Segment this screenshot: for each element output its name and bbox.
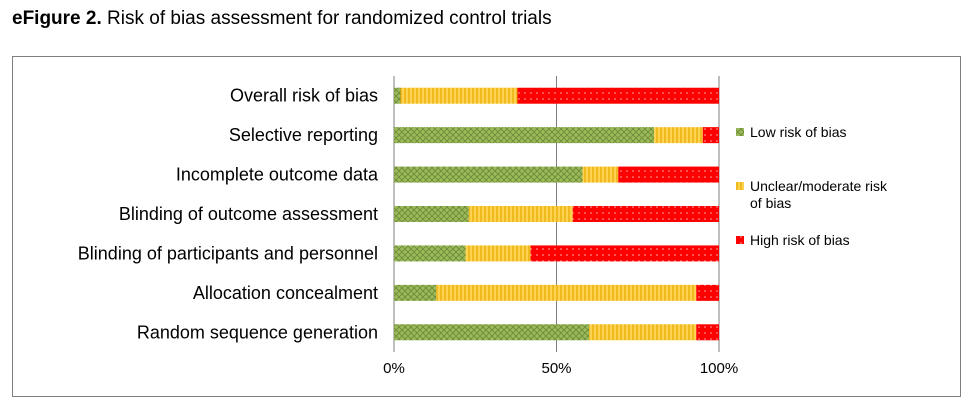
legend-label-line: of bias [750,195,791,211]
category-label: Allocation concealment [193,283,378,303]
legend-swatch-low [736,128,744,136]
chart-frame [12,56,961,397]
bars-layer [394,87,719,341]
figure-caption-label: eFigure 2. [12,8,102,29]
x-tick-label: 50% [541,360,571,377]
bar-segment-low [394,284,437,301]
bar-segment-unclear [400,87,518,104]
bar-segment-high [702,127,719,144]
bar-segment-unclear [468,206,573,222]
x-axis-ticks: 0% 50% 100% [383,360,738,377]
bar-segment-unclear [654,127,703,144]
bar-segment-high [696,284,719,301]
figure-caption: eFigure 2. Risk of bias assessment for r… [12,8,552,30]
bar-segment-low [394,87,401,104]
legend-label: Unclear/moderate risk of bias [750,178,888,211]
bar-segment-high [618,166,719,183]
legend: Low risk of bias Unclear/moderate risk of … [736,124,888,248]
category-label: Selective reporting [229,125,378,145]
legend-label: High risk of bias [750,232,850,248]
category-label: Overall risk of bias [230,86,378,106]
category-label: Blinding of outcome assessment [119,204,378,224]
bar-segment-high [572,206,719,222]
bar-segment-unclear [465,245,531,262]
bar-segment-high [530,245,719,262]
bar-segment-high [517,87,719,104]
bar-segment-unclear [582,166,619,183]
legend-label: Low risk of bias [750,124,846,140]
bar-segment-low [394,127,654,144]
category-labels: Overall risk of bias Selective reporting I… [78,86,379,343]
category-label: Incomplete outcome data [176,165,379,185]
legend-swatch-unclear [736,182,744,190]
legend-swatch-high [736,236,744,244]
bar-segment-low [394,245,466,262]
category-label: Random sequence generation [137,322,378,342]
bar-segment-unclear [436,284,697,301]
bar-segment-unclear [589,324,697,341]
legend-label-line: Unclear/moderate risk [750,178,888,194]
figure-caption-text: Risk of bias assessment for randomized c… [101,8,552,29]
x-tick-label: 100% [700,360,738,377]
bar-segment-low [394,206,469,222]
bar-segment-low [394,166,583,183]
x-tick-label: 0% [383,360,405,377]
bar-segment-low [394,324,589,341]
category-label: Blinding of participants and personnel [78,243,378,263]
bar-segment-high [696,324,719,341]
